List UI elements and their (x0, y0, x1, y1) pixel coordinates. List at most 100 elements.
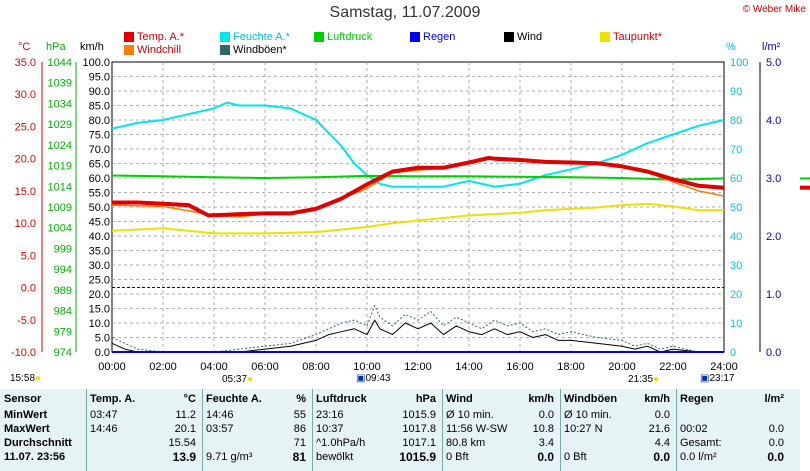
temp-tick-label: 35.0 (15, 57, 36, 69)
legend-label: Luftdruck (327, 31, 373, 43)
moon-icon: ▣ (356, 373, 366, 384)
stat-column: Windböen km/h Ø 10 min. 0.0 10:27 N 21.6 4.4 0 … (564, 389, 676, 471)
stat-label: 03:57 (206, 423, 234, 435)
event-time-label: 05:37 (222, 374, 248, 385)
rain-tick-label: 5.0 (766, 57, 781, 69)
humidity-tick-label: 70 (730, 144, 742, 156)
stat-row: 80.8 km 3.4 (446, 436, 560, 450)
x-tick-label: 06:00 (251, 361, 279, 373)
stat-value: 1017.1 (402, 437, 436, 449)
stat-value: 1015.9 (402, 409, 436, 421)
event-time-label: 21:35 (628, 374, 654, 385)
stat-row: 23:16 1015.9 (316, 408, 442, 422)
sun-icon: ● (653, 374, 660, 385)
wind-tick-label: 35.0 (89, 246, 110, 258)
stat-value: l/m² (764, 393, 784, 405)
stat-value: 0.0 (767, 450, 784, 464)
stat-column: Sensor MinWert MaxWert Durchschnitt 11.07. 2… (4, 389, 88, 471)
event-time: 15:58● (10, 373, 41, 384)
temp-tick-label: -5.0 (17, 315, 36, 327)
legend-item: Regen (410, 31, 455, 43)
stat-value: °C (183, 393, 196, 405)
stat-header: Regen l/m² (680, 392, 790, 406)
stat-label: 03:47 (90, 409, 118, 421)
temp-unit-label: °C (18, 41, 30, 53)
wind-unit-label: km/h (80, 41, 104, 53)
stat-row: 13.9 (90, 450, 202, 464)
x-tick-label: 20:00 (608, 361, 636, 373)
temp-tick-label: 0.0 (21, 283, 36, 295)
event-time: 05:37● (222, 374, 253, 385)
pressure-tick-label: 1029 (48, 119, 72, 131)
x-tick-label: 22:00 (659, 361, 687, 373)
table-column-divider (560, 389, 561, 471)
x-tick-label: 02:00 (149, 361, 177, 373)
wind-tick-label: 75.0 (89, 130, 110, 142)
stat-label: ^1.0hPa/h (316, 437, 366, 449)
stat-label: 0.0 l/m² (680, 451, 717, 463)
temp-tick-label: 5.0 (21, 250, 36, 262)
rain-tick-label: 0.0 (766, 347, 781, 359)
x-tick-label: 14:00 (455, 361, 483, 373)
legend-item: Luftdruck (314, 31, 372, 43)
legend-swatch (504, 32, 514, 42)
stat-row: 14:46 20.1 (90, 422, 202, 436)
stat-value: 0.0 (653, 450, 670, 464)
stat-column: Feuchte A.% 14:46 55 03:57 86 71 9.71 g/m³ 81 (206, 389, 312, 471)
table-column-divider (202, 389, 203, 471)
stat-value: 4.4 (654, 437, 670, 449)
stat-value: hPa (415, 393, 436, 405)
wind-tick-label: 55.0 (89, 188, 110, 200)
series-line-taupunkt (111, 202, 724, 235)
stat-value: 86 (293, 423, 306, 435)
stat-row: Durchschnitt (4, 436, 88, 450)
stat-row: Gesamt: 0.0 (680, 436, 790, 450)
stat-column: Regen l/m² 00:02 0.0 Gesamt: 0.0 0.0 l/m² 0.0 (680, 389, 790, 471)
stat-label: Feuchte A. (206, 393, 262, 405)
legend-item: Wind (504, 31, 542, 43)
x-tick-label: 10:00 (353, 361, 381, 373)
stat-label: 10:27 N (564, 423, 603, 435)
legend-swatch (220, 45, 230, 55)
stat-value: 81 (292, 450, 306, 464)
stat-label: 00:02 (680, 423, 708, 435)
stat-row (680, 408, 790, 422)
wind-tick-label: 70.0 (89, 144, 110, 156)
table-column-divider (676, 389, 677, 471)
table-column-divider (86, 389, 87, 471)
stat-value: 0.0 (768, 423, 784, 435)
legend-item: Temp. A.* (124, 31, 184, 43)
wind-tick-label: 80.0 (89, 115, 110, 127)
stat-label: bewölkt (316, 451, 354, 463)
wind-tick-label: 10.0 (89, 318, 110, 330)
legend-swatch (600, 32, 610, 42)
stat-value: 0.0 (538, 409, 554, 421)
stat-row: Ø 10 min. 0.0 (446, 408, 560, 422)
stat-header: Feuchte A.% (206, 392, 312, 406)
series-line-feuchte-a (111, 101, 725, 188)
legend-swatch (314, 32, 324, 42)
stat-value: 71 (293, 437, 306, 449)
x-tick-label: 04:00 (200, 361, 228, 373)
temp-tick-label: 25.0 (15, 121, 36, 133)
stat-header: Luftdruck hPa (316, 392, 442, 406)
stat-label: Gesamt: (680, 437, 722, 449)
pressure-tick-label: 994 (54, 264, 72, 276)
humidity-tick-label: 30 (730, 260, 742, 272)
stat-label: Durchschnitt (4, 437, 72, 449)
wind-tick-label: 65.0 (89, 159, 110, 171)
rain-tick-label: 3.0 (766, 173, 781, 185)
humidity-tick-label: 10 (730, 318, 742, 330)
stat-value: % (296, 393, 306, 405)
weather-chart: 100.095.090.085.080.075.070.065.060.055.… (11, 41, 810, 373)
pressure-tick-label: 974 (54, 347, 72, 359)
wind-tick-label: 30.0 (89, 260, 110, 272)
stat-value: 13.9 (172, 450, 196, 464)
stat-column: Luftdruck hPa 23:16 1015.9 10:37 1017.8 ^1.0hP… (316, 389, 442, 471)
stat-value: 11.2 (175, 409, 196, 421)
stat-row: 10:37 1017.8 (316, 422, 442, 436)
wind-tick-label: 90.0 (89, 86, 110, 98)
event-time: 21:35● (628, 374, 659, 385)
pressure-tick-label: 1019 (48, 161, 72, 173)
moon-icon: ▣ (700, 373, 710, 384)
